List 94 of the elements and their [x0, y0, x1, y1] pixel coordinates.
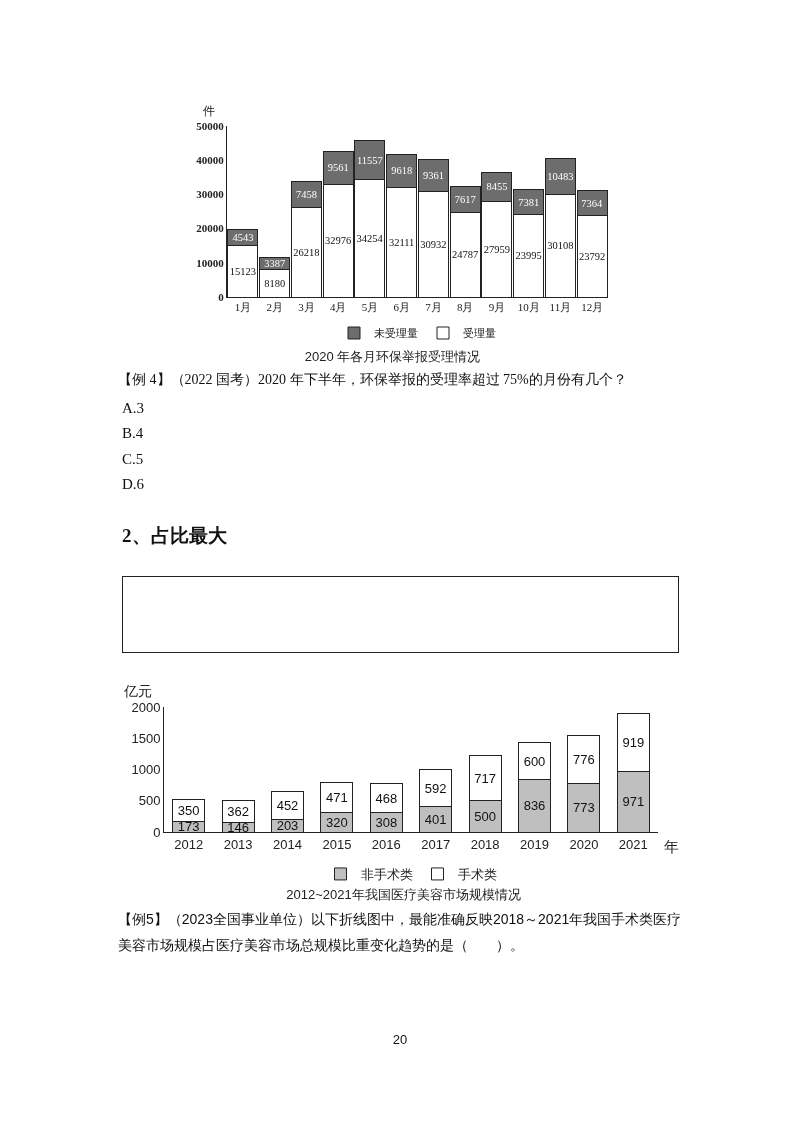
x-tick-label: 4月 — [329, 301, 347, 314]
x-tick-label: 5月 — [361, 301, 379, 314]
x-tick-label: 10月 — [517, 301, 540, 314]
data-label: 600 — [523, 753, 546, 769]
data-label: 32111 — [388, 236, 415, 248]
x-tick-label: 6月 — [393, 301, 410, 314]
data-label: 500 — [474, 808, 496, 824]
x-tick-label: 2014 — [273, 836, 302, 852]
x-axis-title: 年 — [664, 838, 679, 855]
data-label: 23995 — [515, 250, 542, 262]
legend-label: 手术类 — [457, 867, 497, 883]
data-label: 320 — [326, 814, 348, 830]
x-tick-label: 3月 — [298, 301, 315, 314]
x-tick-label: 7月 — [425, 301, 442, 314]
data-label: 30108 — [547, 240, 574, 252]
data-label: 8455 — [486, 181, 508, 193]
y-tick-label: 2000 — [131, 699, 161, 715]
data-label: 776 — [573, 751, 595, 767]
data-label: 4543 — [232, 232, 254, 244]
data-label: 592 — [424, 780, 447, 796]
data-label: 30932 — [420, 238, 447, 250]
data-label: 27959 — [483, 243, 510, 255]
data-label: 773 — [573, 800, 595, 816]
data-label: 34254 — [356, 232, 384, 244]
text: B.4 — [122, 424, 144, 443]
x-tick-label: 2015 — [322, 836, 352, 852]
data-label: 9618 — [391, 165, 413, 177]
data-label: 7381 — [518, 196, 540, 208]
data-label: 7364 — [581, 197, 603, 209]
x-tick-label: 1月 — [234, 301, 252, 314]
data-label: 9561 — [327, 162, 349, 174]
y-tick-label: 50000 — [196, 119, 225, 132]
data-label: 308 — [375, 814, 398, 830]
data-label: 32976 — [325, 235, 352, 247]
x-tick-label: 9月 — [488, 301, 506, 314]
y-tick-label: 500 — [138, 793, 161, 809]
data-label: 11557 — [356, 154, 383, 166]
x-tick-label: 2012 — [174, 836, 204, 852]
x-tick-label: 2月 — [266, 301, 283, 314]
text: 2012~2021年我国医疗美容市场规模情况 — [286, 887, 521, 902]
x-tick-label: 2018 — [470, 836, 500, 852]
data-label: 7458 — [295, 189, 317, 201]
data-label: 8180 — [264, 277, 286, 289]
text: 【例5】（2023全国事业单位）以下折线图中，最能准确反映2018～2021年我国手术类医疗美容市场规模占医疗美容市场总规模比重变化趋势的是（ ）。 — [118, 910, 683, 955]
y-tick-label: 1500 — [131, 730, 161, 746]
data-label: 9361 — [422, 169, 444, 181]
data-label: 471 — [326, 789, 348, 805]
text: D.6 — [122, 475, 145, 494]
data-label: 717 — [474, 770, 496, 786]
x-tick-label: 2016 — [371, 836, 401, 852]
y-tick-label: 40000 — [196, 154, 225, 167]
data-label: 971 — [622, 794, 645, 810]
data-label: 919 — [622, 735, 645, 751]
y-axis-title: 亿元 — [123, 683, 152, 699]
data-label: 10483 — [547, 170, 574, 182]
data-label: 203 — [276, 818, 299, 834]
data-label: 401 — [424, 811, 447, 827]
text: 【例 4】（2022 国考）2020 年下半年，环保举报的受理率超过 75%的月份有几个？ — [118, 371, 627, 389]
text: A.3 — [122, 399, 145, 418]
text: 2020 年各月环保举报受理情况 — [304, 349, 481, 364]
text: C.5 — [122, 450, 144, 469]
data-label: 146 — [227, 819, 249, 835]
y-tick-label: 10000 — [196, 256, 225, 269]
text: 20 — [391, 1031, 409, 1048]
x-tick-label: 2013 — [223, 836, 253, 852]
y-tick-label: 0 — [153, 824, 161, 840]
y-tick-label: 20000 — [196, 222, 225, 235]
data-label: 3387 — [264, 257, 286, 269]
legend-label: 受理量 — [463, 327, 496, 340]
text: 2、占比最大 — [122, 524, 227, 548]
data-label: 7617 — [454, 193, 476, 205]
y-tick-label: 30000 — [196, 188, 225, 201]
y-axis-title: 件 — [203, 104, 215, 118]
data-label: 26218 — [293, 246, 320, 258]
x-tick-label: 8月 — [456, 301, 474, 314]
x-tick-label: 2019 — [520, 836, 549, 852]
legend-label: 未受理量 — [374, 327, 418, 340]
x-tick-label: 2021 — [618, 836, 648, 852]
data-label: 24787 — [452, 249, 479, 261]
x-tick-label: 2020 — [569, 836, 599, 852]
data-label: 452 — [276, 797, 299, 813]
data-label: 362 — [227, 804, 249, 820]
y-tick-label: 0 — [218, 290, 225, 303]
data-label: 173 — [177, 819, 200, 835]
data-label: 15123 — [229, 265, 256, 277]
y-tick-label: 1000 — [131, 762, 161, 778]
data-label: 468 — [375, 790, 398, 806]
x-tick-label: 11月 — [549, 301, 572, 314]
x-tick-label: 2017 — [421, 836, 451, 852]
data-label: 836 — [523, 798, 546, 814]
legend-label: 非手术类 — [360, 867, 413, 883]
data-label: 350 — [177, 802, 200, 818]
data-label: 23792 — [579, 250, 606, 262]
x-tick-label: 12月 — [581, 301, 604, 314]
